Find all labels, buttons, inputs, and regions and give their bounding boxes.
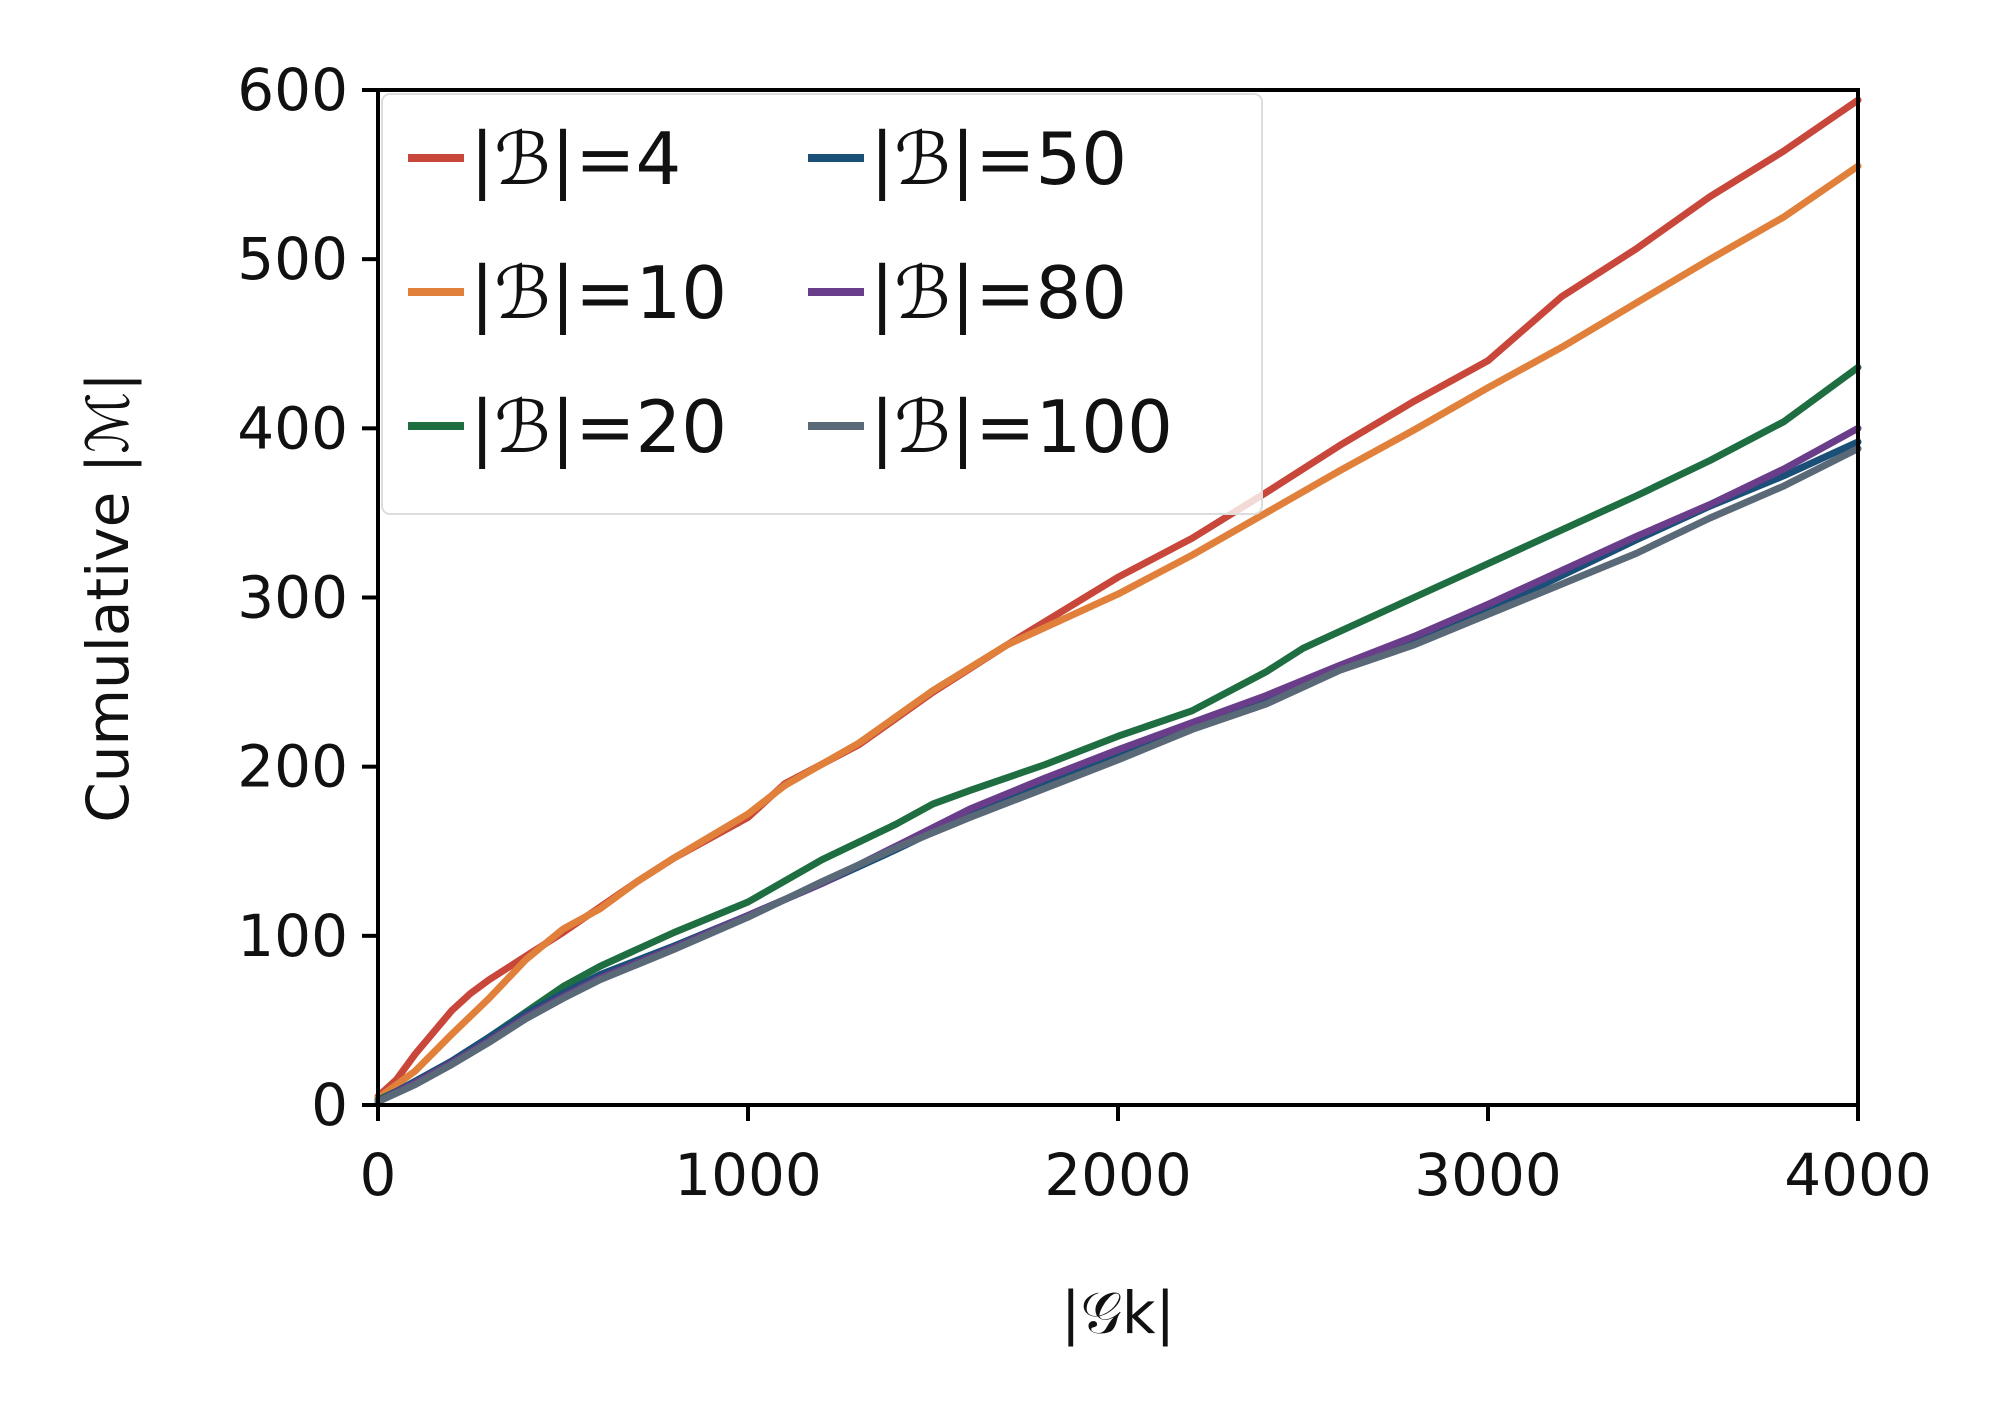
legend-label-1: |ℬ|=10: [470, 251, 727, 336]
y-tick-label-1: 100: [237, 902, 348, 970]
y-tick-label-2: 200: [237, 733, 348, 801]
plot-lines: [374, 96, 1862, 1106]
y-tick-label-0: 0: [311, 1071, 348, 1139]
legend-label-5: |ℬ|=100: [870, 385, 1173, 470]
y-tick-label-5: 500: [237, 225, 348, 293]
y-tick-label-4: 400: [237, 394, 348, 462]
series-line-5: [374, 445, 1862, 1106]
series-line-3: [374, 438, 1862, 1106]
series-line-4: [374, 424, 1862, 1106]
x-axis-label: |𝒢k|: [1061, 1279, 1175, 1347]
legend: |ℬ|=4 |ℬ|=10 |ℬ|=20 |ℬ|=50 |ℬ|=80 |ℬ|=100: [381, 93, 1263, 515]
legend-box: [381, 93, 1263, 515]
axes: 0 1000 2000 3000 4000 0 100 200 300 400 500 600: [237, 56, 1932, 1209]
y-tick-label-6: 600: [237, 56, 348, 124]
x-tick-label-2: 2000: [1044, 1141, 1192, 1209]
x-tick-label-3: 3000: [1414, 1141, 1562, 1209]
legend-label-2: |ℬ|=20: [470, 385, 727, 470]
y-tick-label-3: 300: [237, 564, 348, 632]
y-axis-label: Cumulative |ℳ|: [74, 372, 142, 823]
x-tick-label-0: 0: [360, 1141, 397, 1209]
legend-label-3: |ℬ|=50: [870, 117, 1127, 202]
x-tick-label-1: 1000: [674, 1141, 822, 1209]
x-tick-label-4: 4000: [1784, 1141, 1932, 1209]
legend-label-0: |ℬ|=4: [470, 117, 681, 202]
legend-label-4: |ℬ|=80: [870, 251, 1127, 336]
series-line-1: [374, 162, 1862, 1102]
